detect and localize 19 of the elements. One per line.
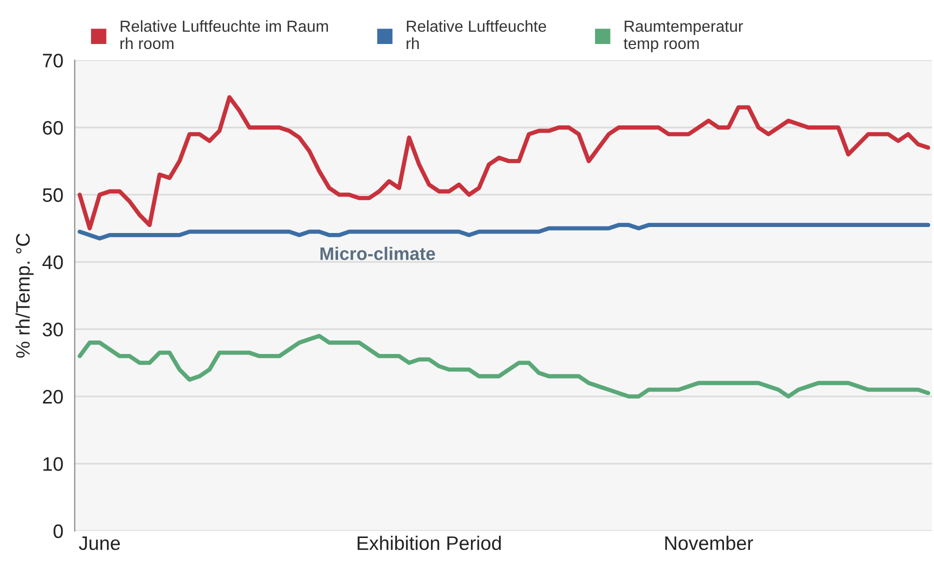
y-tick-label: 60 <box>42 120 63 135</box>
x-tick-label: June <box>78 536 120 550</box>
y-tick-label: 30 <box>42 322 63 336</box>
legend-label: Raumtemperatur temp room <box>624 20 744 52</box>
y-tick-label: 10 <box>43 457 63 471</box>
y-tick-label: 20 <box>42 390 63 404</box>
y-tick-label: 70 <box>42 54 63 68</box>
y-axis-title: % rh/Temp. °C <box>16 234 34 358</box>
line-series <box>78 95 930 230</box>
legend-label: Relative Luftfeuchte rh <box>406 20 546 49</box>
x-tick-label: Exhibition Period <box>358 536 501 550</box>
annotation: Micro-climate <box>320 246 436 260</box>
line-series <box>78 334 930 399</box>
line-series <box>78 222 930 241</box>
y-tick-label: 40 <box>42 255 63 270</box>
x-tick-label: November <box>665 536 754 550</box>
legend-label: Relative Luftfeuchte im Raum rh room <box>120 20 328 50</box>
y-tick-label: 50 <box>42 188 63 202</box>
y-tick-label: 0 <box>54 524 63 538</box>
